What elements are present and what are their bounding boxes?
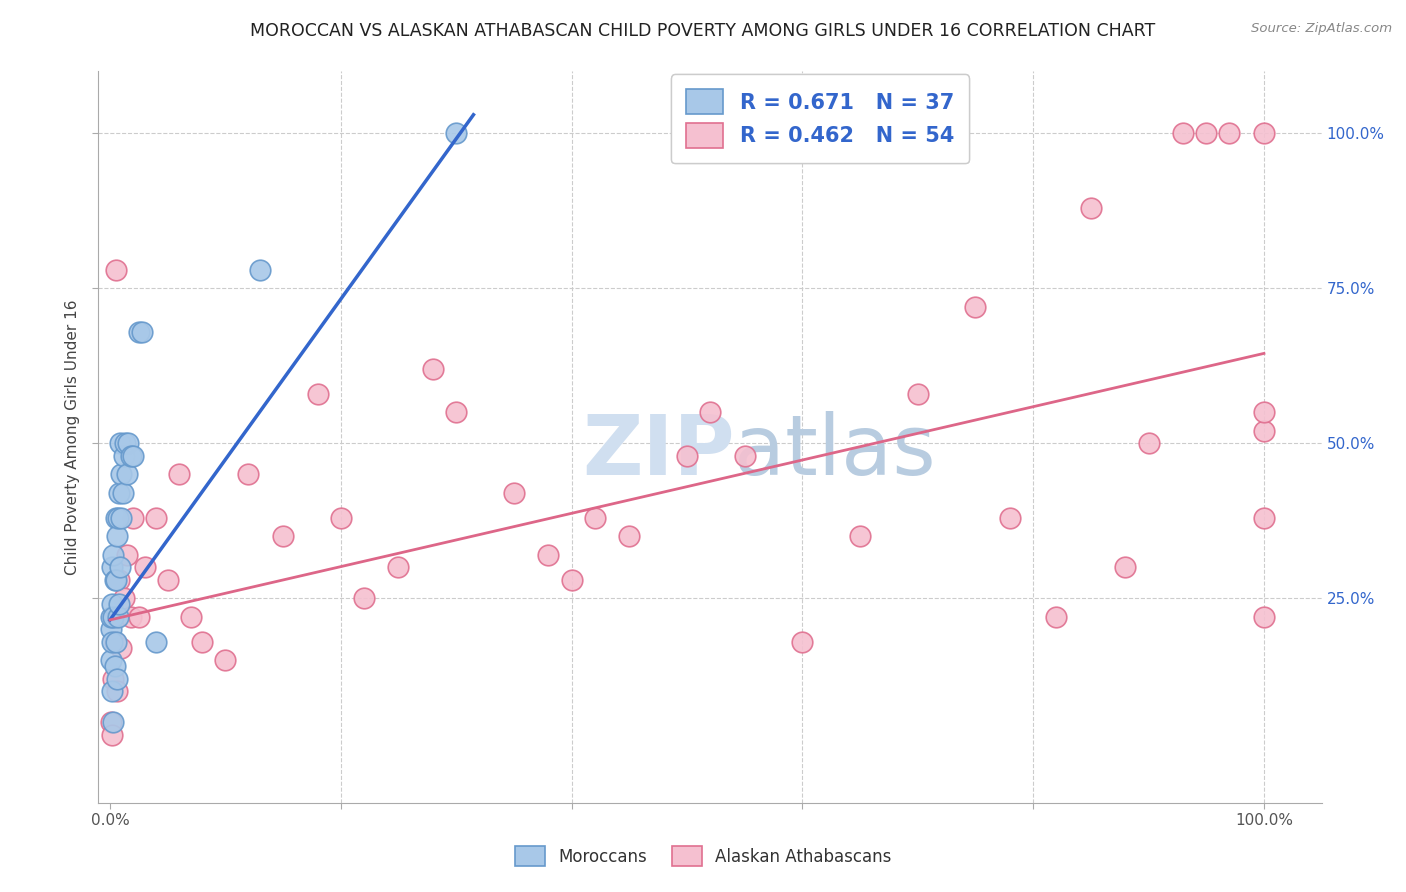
Point	[145, 510, 167, 524]
Point	[180, 610, 202, 624]
Point	[110, 510, 132, 524]
Point	[103, 659, 125, 673]
Point	[103, 715, 125, 730]
Point	[112, 591, 135, 606]
Text: Source: ZipAtlas.com: Source: ZipAtlas.com	[1251, 22, 1392, 36]
Point	[214, 653, 236, 667]
Point	[1253, 610, 1275, 624]
Point	[1137, 436, 1160, 450]
Point	[1080, 201, 1102, 215]
Point	[353, 591, 375, 606]
Point	[619, 529, 641, 543]
Point	[271, 529, 294, 543]
Legend: Moroccans, Alaskan Athabascans: Moroccans, Alaskan Athabascans	[506, 838, 900, 875]
Point	[100, 653, 122, 667]
Point	[112, 449, 135, 463]
Point	[422, 362, 444, 376]
Point	[1253, 405, 1275, 419]
Point	[110, 436, 132, 450]
Point	[561, 573, 583, 587]
Point	[249, 262, 271, 277]
Point	[1253, 510, 1275, 524]
Point	[100, 610, 122, 624]
Point	[104, 573, 127, 587]
Point	[1218, 126, 1240, 140]
Point	[583, 510, 606, 524]
Point	[104, 262, 127, 277]
Point	[734, 449, 756, 463]
Point	[103, 672, 125, 686]
Point	[108, 598, 131, 612]
Point	[191, 634, 214, 648]
Point	[117, 548, 139, 562]
Point	[1253, 424, 1275, 438]
Point	[100, 715, 122, 730]
Point	[105, 684, 128, 698]
Point	[1045, 610, 1067, 624]
Point	[122, 510, 145, 524]
Point	[329, 510, 352, 524]
Point	[101, 598, 124, 612]
Point	[849, 529, 872, 543]
Point	[128, 325, 150, 339]
Point	[122, 449, 145, 463]
Point	[110, 640, 132, 655]
Point	[120, 610, 142, 624]
Point	[103, 634, 125, 648]
Point	[131, 325, 153, 339]
Point	[103, 573, 125, 587]
Y-axis label: Child Poverty Among Girls Under 16: Child Poverty Among Girls Under 16	[65, 300, 80, 574]
Point	[134, 560, 156, 574]
Point	[676, 449, 699, 463]
Point	[444, 405, 467, 419]
Point	[104, 510, 127, 524]
Point	[120, 449, 142, 463]
Point	[100, 622, 122, 636]
Point	[117, 467, 139, 482]
Point	[103, 548, 125, 562]
Point	[128, 610, 150, 624]
Text: MOROCCAN VS ALASKAN ATHABASCAN CHILD POVERTY AMONG GIRLS UNDER 16 CORRELATION CH: MOROCCAN VS ALASKAN ATHABASCAN CHILD POV…	[250, 22, 1156, 40]
Legend: R = 0.671   N = 37, R = 0.462   N = 54: R = 0.671 N = 37, R = 0.462 N = 54	[671, 74, 969, 163]
Point	[104, 610, 127, 624]
Point	[108, 573, 131, 587]
Point	[101, 728, 124, 742]
Point	[110, 467, 132, 482]
Point	[114, 436, 136, 450]
Point	[238, 467, 260, 482]
Point	[1173, 126, 1195, 140]
Point	[107, 510, 129, 524]
Point	[145, 634, 167, 648]
Point	[537, 548, 560, 562]
Point	[108, 486, 131, 500]
Point	[105, 672, 128, 686]
Point	[111, 486, 134, 500]
Point	[117, 436, 139, 450]
Point	[100, 684, 122, 698]
Point	[1114, 560, 1136, 574]
Point	[167, 467, 190, 482]
Point	[1195, 126, 1218, 140]
Point	[965, 300, 987, 314]
Point	[110, 560, 132, 574]
Point	[907, 386, 929, 401]
Point	[444, 126, 467, 140]
Point	[307, 386, 329, 401]
Point	[103, 610, 125, 624]
Point	[502, 486, 524, 500]
Point	[156, 573, 179, 587]
Point	[998, 510, 1021, 524]
Point	[107, 610, 129, 624]
Text: ZIP: ZIP	[582, 411, 734, 492]
Point	[101, 634, 124, 648]
Point	[104, 634, 127, 648]
Point	[101, 560, 124, 574]
Point	[387, 560, 409, 574]
Text: atlas: atlas	[734, 411, 936, 492]
Point	[105, 529, 128, 543]
Point	[1253, 126, 1275, 140]
Point	[792, 634, 814, 648]
Point	[699, 405, 721, 419]
